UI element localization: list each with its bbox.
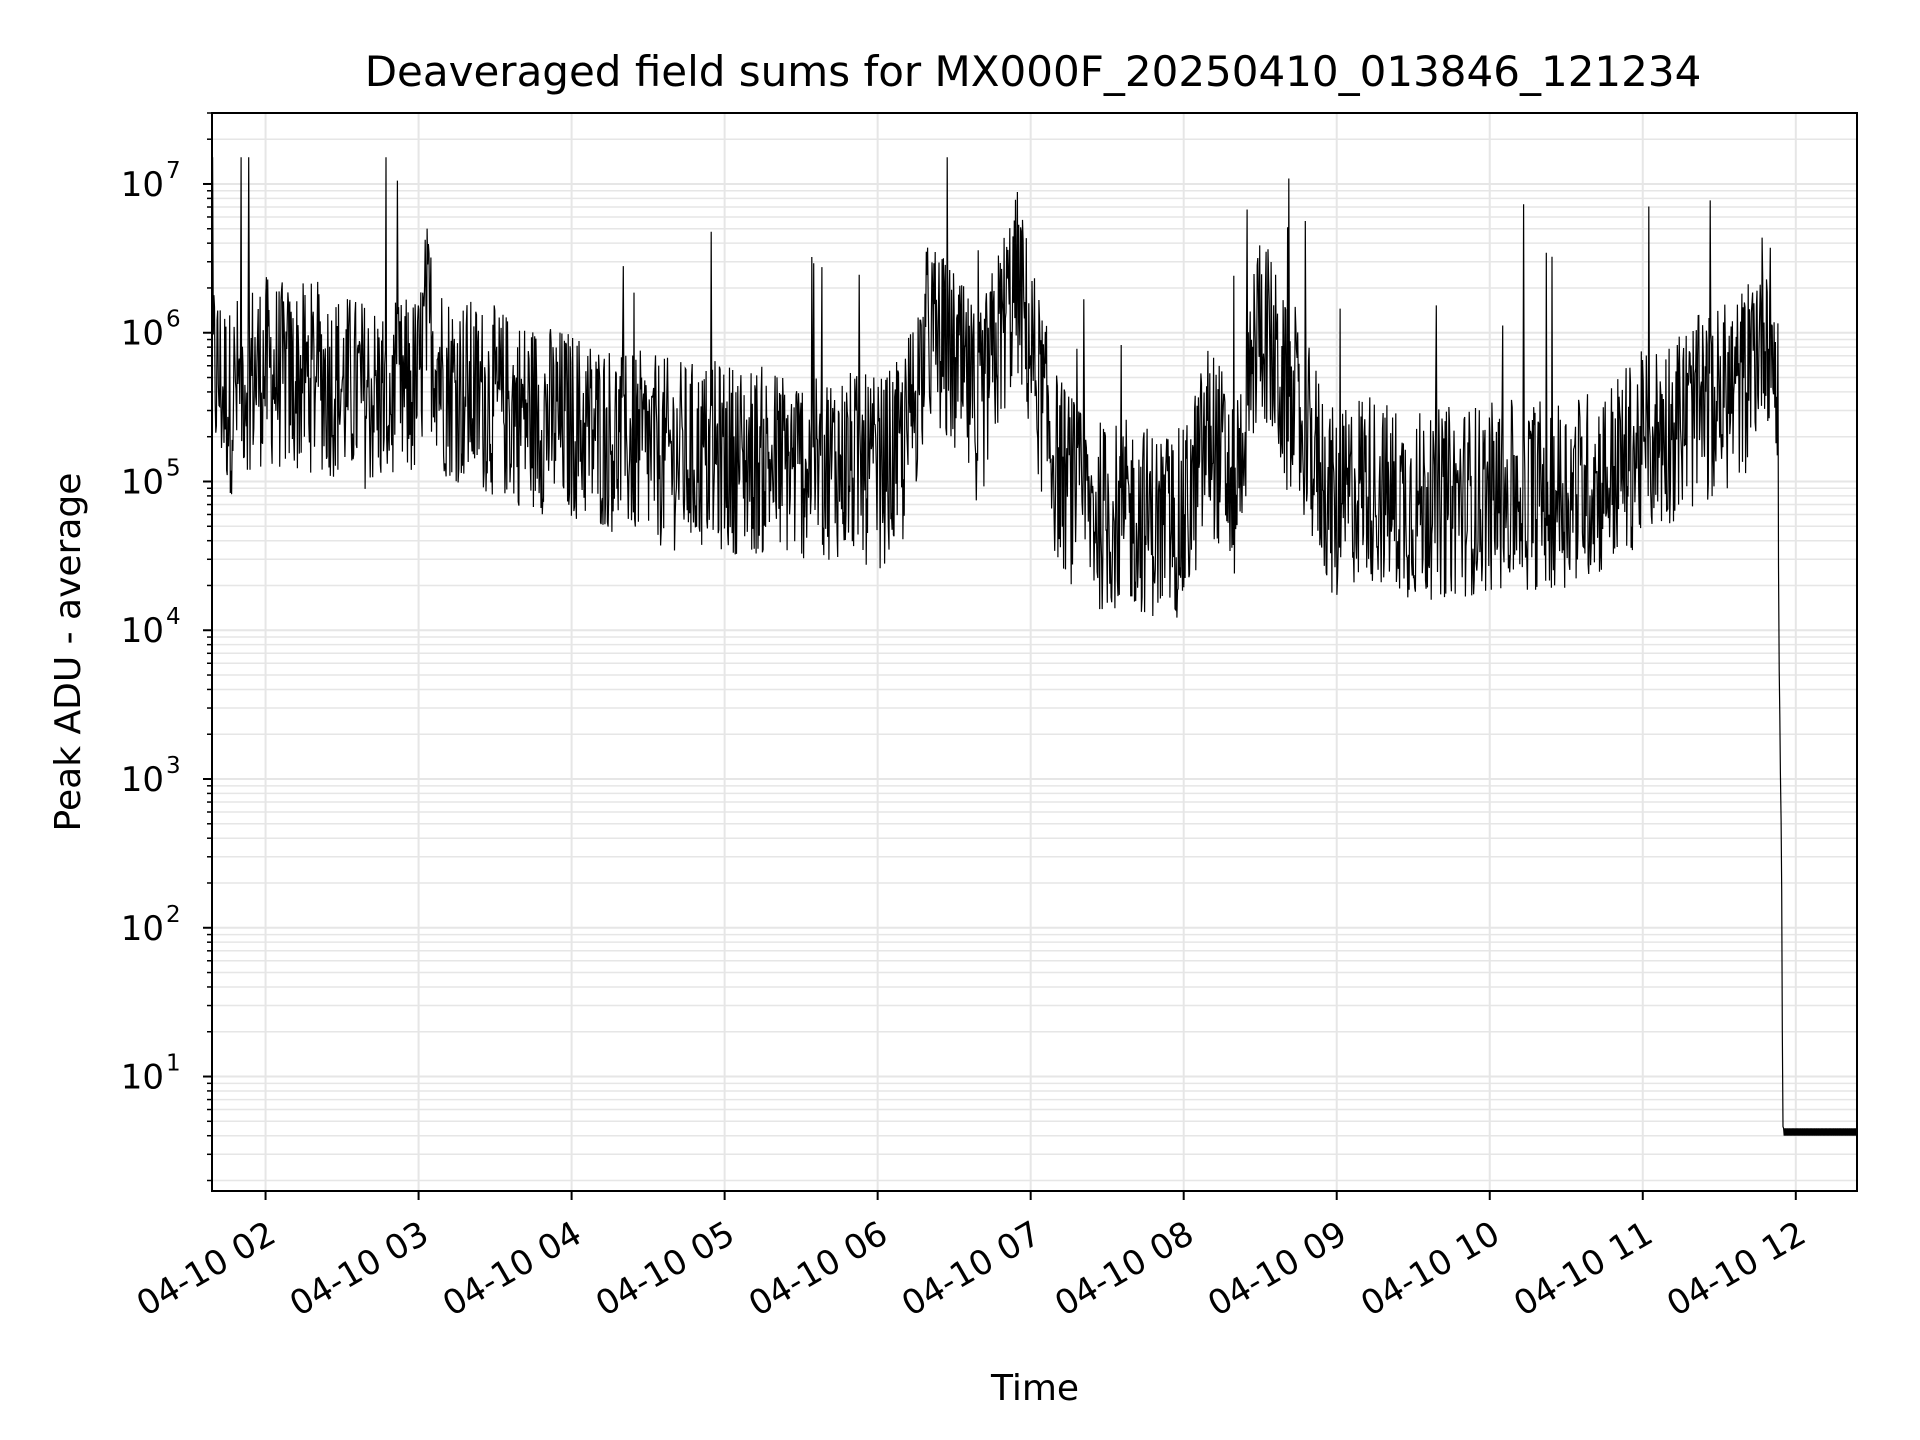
chart-title: Deaveraged field sums for MX000F_2025041… (365, 47, 1702, 96)
y-tick-label: 10 (121, 462, 164, 502)
y-axis-label: Peak ADU - average (48, 473, 89, 832)
plot-frame (211, 112, 1858, 1192)
y-tick-label: 10 (121, 760, 164, 800)
series-line (212, 157, 1857, 1136)
y-tick-label: 10 (121, 165, 164, 205)
y-tick-label: 10 (121, 909, 164, 949)
y-tick-label: 10 (121, 1058, 164, 1098)
y-tick-exponent: 2 (166, 902, 181, 928)
y-tick-exponent: 4 (166, 604, 181, 630)
y-tick-exponent: 1 (166, 1051, 181, 1077)
y-tick-label: 10 (121, 314, 164, 354)
y-tick-exponent: 7 (166, 158, 181, 184)
y-tick-exponent: 6 (166, 307, 181, 333)
y-tick-label: 10 (121, 611, 164, 651)
y-tick-exponent: 3 (166, 753, 181, 779)
x-axis-label: Time (990, 1368, 1079, 1409)
y-tick-exponent: 5 (166, 455, 181, 481)
grid (212, 112, 1857, 1191)
plot-area (212, 157, 1857, 1136)
